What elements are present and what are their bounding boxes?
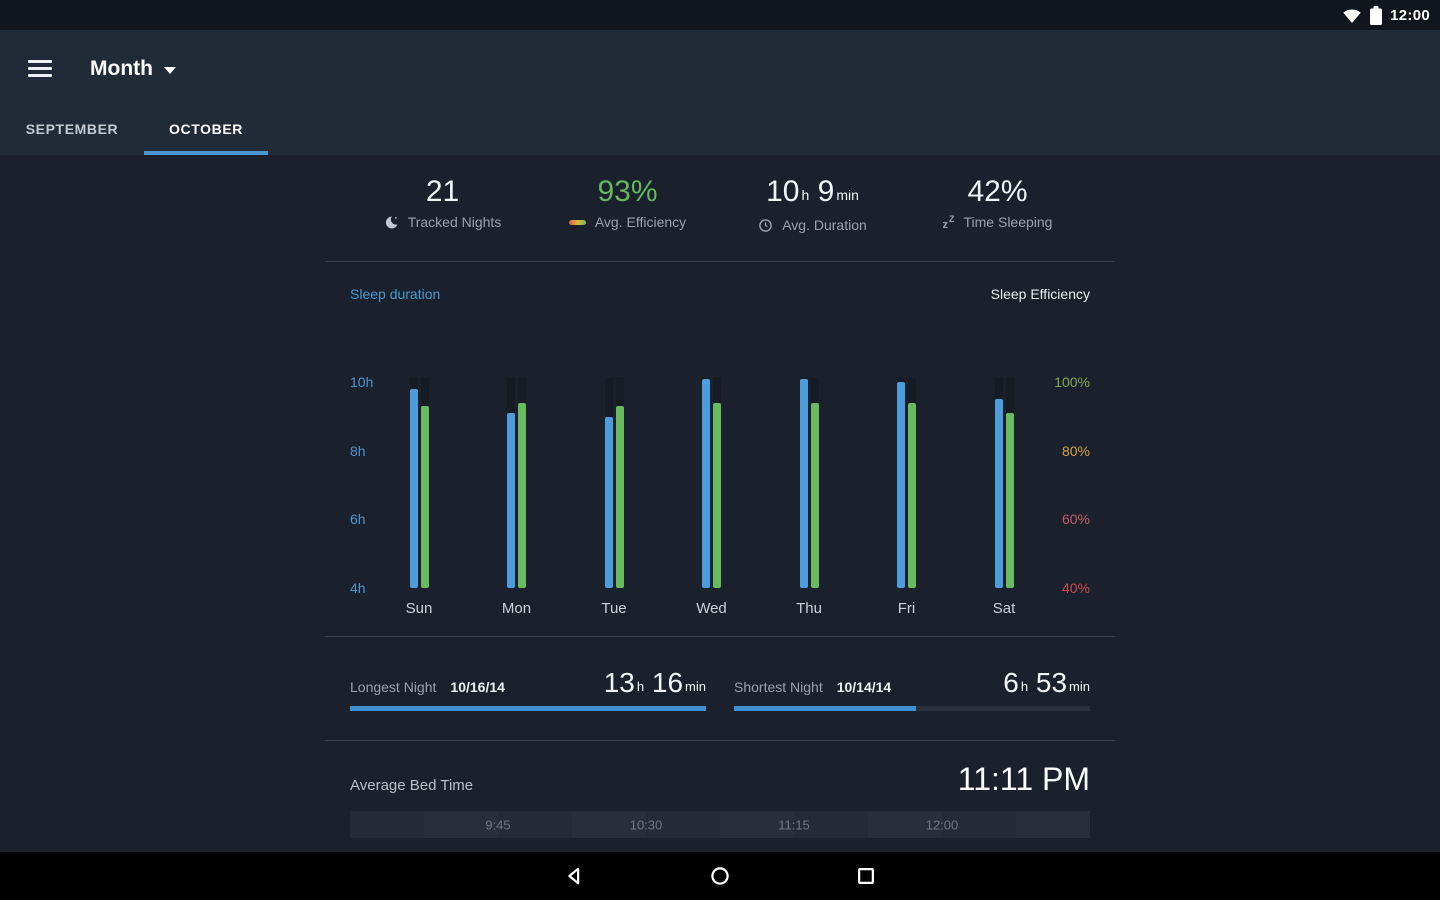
chart-day-group [604,372,624,588]
status-bar: 12:00 [0,0,1440,30]
month-selector[interactable]: Month [90,57,176,81]
longest-night-bar [350,706,706,711]
home-icon[interactable] [707,863,733,889]
sleep-chart-section: Sleep duration Sleep Efficiency 10h 8h 6h 4… [325,262,1115,637]
timeline-tick: 9:45 [485,817,511,832]
zzz-icon: zZ [942,214,955,231]
chevron-down-icon [163,66,176,74]
content-area: 21 Tracked Nights 93% Avg. Efficiency [0,155,1440,852]
right-axis-tick: 60% [1061,511,1090,528]
day-label: Thu [796,600,822,617]
duration-bar [799,378,808,588]
stat-avg-efficiency: 93% Avg. Efficiency [535,175,720,233]
efficiency-bar [615,406,624,588]
android-nav-bar [0,852,1440,900]
left-axis-tick: 4h [350,580,366,596]
tab-september[interactable]: SEPTEMBER [25,121,119,137]
left-axis-tick: 10h [350,374,374,391]
duration-bar [994,399,1003,588]
night-records-section: Longest Night 10/16/14 13 h 16 min Shortes… [325,637,1115,741]
longest-night-date: 10/16/14 [450,679,505,695]
day-label: Wed [696,600,727,617]
sleep-efficiency-legend[interactable]: Sleep Efficiency [990,286,1090,302]
menu-icon[interactable] [28,60,52,77]
right-axis-tick: 80% [1061,442,1090,459]
sleep-bar-chart: 10h 8h 6h 4h 100% 80% 60% 40% Sun Mon Tue Wed Thu Fri… [350,372,1090,617]
app-bar-top: Month [0,30,1440,107]
average-bedtime-value: 11:11 PM [957,761,1090,797]
duration-bar [409,389,418,588]
time-sleeping-value: 42% [967,175,1028,208]
efficiency-bar [810,402,819,588]
page-title: Month [90,56,153,80]
average-bedtime-label: Average Bed Time [350,777,474,794]
chart-day-group [409,372,429,588]
right-axis-tick: 100% [1054,374,1090,391]
timeline-tick: 12:00 [925,817,959,832]
chart-day-group [897,372,916,588]
day-label: Mon [501,600,532,617]
app-bar: Month SEPTEMBER OCTOBER [0,30,1440,155]
tracked-nights-label: Tracked Nights [407,214,502,230]
efficiency-bar [1005,413,1014,588]
recents-icon[interactable] [853,863,879,889]
stat-avg-duration: 10 h 9 min Avg. Duration [720,175,905,233]
duration-bar [897,382,905,588]
duration-bar [507,413,515,588]
avg-duration-label: Avg. Duration [782,217,867,233]
duration-bar [604,416,613,588]
timeline-tick: 10:30 [629,817,663,832]
wifi-icon [1342,7,1362,24]
efficiency-gradient-icon [568,219,586,225]
chart-day-group [507,372,526,588]
efficiency-bar [908,402,916,588]
status-time: 12:00 [1390,6,1430,24]
left-axis-tick: 6h [350,511,366,528]
bedtime-timeline: 9:45 10:30 11:15 12:00 [350,811,1090,838]
chart-day-group [994,372,1014,588]
longest-night-record: Longest Night 10/16/14 13 h 16 min [350,667,706,711]
average-bedtime-section: Average Bed Time 11:11 PM 9:45 10:30 11:15… [325,741,1115,838]
moon-icon [384,215,399,230]
efficiency-bar [518,402,526,588]
right-axis-tick: 40% [1061,580,1090,596]
battery-icon [1370,5,1383,25]
shortest-night-date: 10/14/14 [836,679,892,695]
back-icon[interactable] [561,863,587,889]
content-column: 21 Tracked Nights 93% Avg. Efficiency [325,155,1115,852]
timeline-segment [350,811,424,838]
left-axis-tick: 8h [350,442,366,459]
longest-night-value: 13 h 16 min [603,667,706,698]
efficiency-bar [713,402,721,588]
timeline-segment [1016,811,1090,838]
tab-october[interactable]: OCTOBER [144,107,268,155]
sleep-duration-legend[interactable]: Sleep duration [350,286,441,302]
clock-icon [758,218,773,233]
longest-night-label: Longest Night [350,679,437,695]
timeline-tick: 11:15 [778,817,810,832]
day-label: Fri [897,600,916,617]
stat-time-sleeping: 42% zZ Time Sleeping [905,175,1090,233]
avg-duration-value: 10 h 9 min [766,175,859,208]
day-label: Sat [992,600,1016,617]
time-sleeping-label: Time Sleeping [963,214,1053,230]
duration-bar [702,378,710,588]
avg-efficiency-value: 93% [597,175,658,208]
day-label: Sun [405,600,433,617]
efficiency-bar [420,406,429,588]
chart-day-group [702,372,721,588]
tab-bar: SEPTEMBER OCTOBER [0,107,1440,155]
chart-day-group [799,372,819,588]
stat-tracked-nights: 21 Tracked Nights [350,175,535,233]
shortest-night-label: Shortest Night [734,679,823,695]
avg-efficiency-label: Avg. Efficiency [594,214,687,230]
shortest-night-bar [734,706,1090,711]
summary-stats-section: 21 Tracked Nights 93% Avg. Efficiency [325,155,1115,262]
tracked-nights-value: 21 [425,175,460,208]
day-label: Tue [601,600,627,617]
